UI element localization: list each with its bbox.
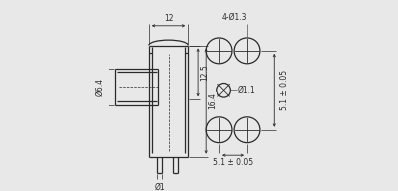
Text: 5.1 ± 0.05: 5.1 ± 0.05 [213, 158, 253, 167]
Text: 12: 12 [164, 14, 173, 23]
Text: 5.1 ± 0.05: 5.1 ± 0.05 [280, 70, 289, 110]
Text: Ø1.1: Ø1.1 [238, 86, 255, 95]
Text: Ø6.4: Ø6.4 [95, 78, 104, 96]
Text: Ø1: Ø1 [154, 183, 165, 191]
Text: 12.5: 12.5 [200, 64, 209, 81]
Text: 4-Ø1.3: 4-Ø1.3 [222, 13, 248, 22]
Text: 16.4: 16.4 [208, 93, 217, 109]
